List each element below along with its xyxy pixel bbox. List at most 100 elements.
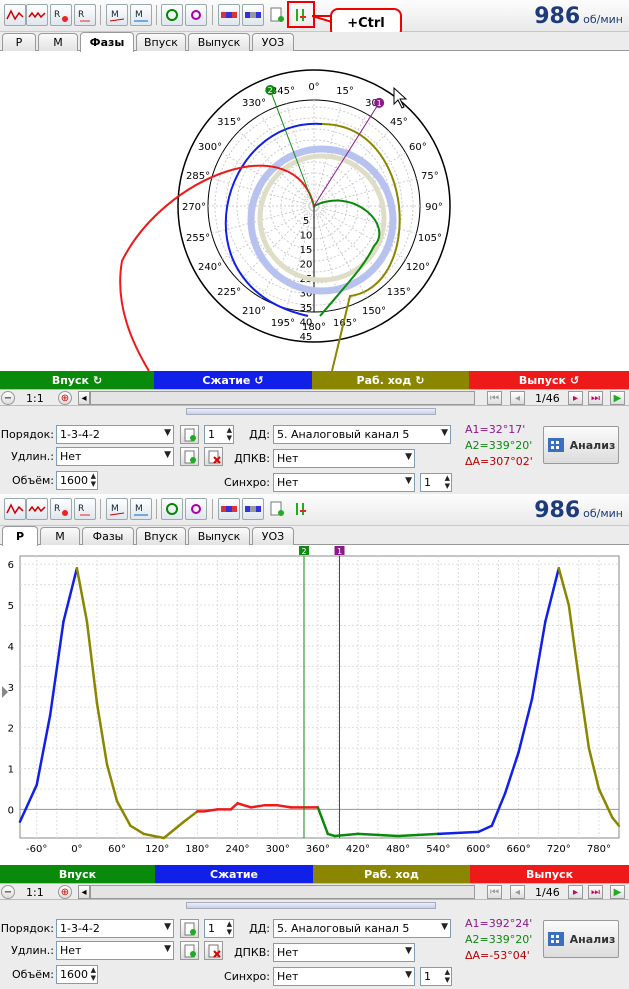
strip-b-icon[interactable] — [242, 498, 264, 520]
strip-icon[interactable] — [218, 4, 240, 26]
rx-small-icon[interactable]: R — [74, 4, 96, 26]
tab-phases[interactable]: Фазы — [80, 32, 134, 52]
y-tick-label: 6 — [8, 560, 14, 571]
m-icon[interactable]: M — [106, 4, 128, 26]
last-page-icon[interactable]: ⏭ — [588, 885, 603, 899]
rx-small-icon[interactable]: R — [74, 498, 96, 520]
add-doc-icon[interactable] — [180, 447, 199, 466]
scroll-left-icon[interactable]: ◂ — [78, 885, 90, 899]
extension-label: Удлин.: — [11, 450, 54, 463]
sync-count-spinner[interactable]: 1 ▲ ▼ — [420, 967, 452, 986]
dpkv-select[interactable]: Нет ▼ — [273, 943, 415, 962]
scroll-left-icon[interactable]: ◂ — [78, 391, 90, 405]
tab-uoz[interactable]: УОЗ — [252, 33, 294, 51]
order-count-spinner[interactable]: 1 ▲ ▼ — [204, 425, 234, 444]
oscillogram-icon[interactable] — [4, 498, 26, 520]
dpkv-select[interactable]: Нет ▼ — [273, 449, 415, 468]
volume-spinner[interactable]: 1600 ▲ ▼ — [56, 965, 98, 984]
rx-icon[interactable]: R — [50, 4, 72, 26]
prev-page-icon[interactable]: ◂ — [510, 885, 525, 899]
add-doc-icon[interactable] — [180, 941, 199, 960]
zoom-out-icon[interactable]: − — [1, 885, 15, 899]
m-line-icon[interactable]: M — [130, 498, 152, 520]
strip-icon[interactable] — [218, 498, 240, 520]
plot-frame — [19, 555, 620, 839]
tab-m[interactable]: M — [40, 527, 80, 545]
order-count-spinner[interactable]: 1 ▲ ▼ — [204, 919, 234, 938]
pressure-plot-area[interactable]: 0 1 2 3 4 5 6 -60° 0° 60° 120° 180° 240° 300° 360° 420°… — [0, 546, 629, 865]
first-page-icon[interactable]: ⏮ — [487, 391, 502, 405]
tab-uoz[interactable]: УОЗ — [252, 527, 294, 545]
pressure-segment — [333, 832, 360, 838]
splitter-handle[interactable] — [186, 902, 436, 909]
order-select[interactable]: 1-3-4-2 ▼ — [56, 425, 174, 444]
a1-readout: A1=392°24' — [465, 917, 533, 930]
zoom-in-icon[interactable]: ⊕ — [58, 391, 72, 405]
pressure-segment — [544, 567, 561, 623]
doc-check-icon[interactable] — [266, 498, 288, 520]
zoom-in-icon[interactable]: ⊕ — [58, 885, 72, 899]
m-line-icon[interactable]: M — [130, 4, 152, 26]
tab-intake[interactable]: Впуск — [136, 33, 186, 51]
play-icon[interactable]: ▶ — [610, 885, 625, 899]
probe-icon[interactable] — [161, 498, 183, 520]
amplitude-icon[interactable] — [26, 4, 48, 26]
pressure-segment — [356, 832, 400, 838]
doc-check-icon[interactable] — [266, 4, 288, 26]
polar-plot-area[interactable]: 0° 15° 30° 45° 60° 75° 90° 105° 120° 135° 150° 165°… — [0, 52, 629, 372]
sensor-icon[interactable] — [185, 498, 207, 520]
cursor-icon[interactable] — [290, 498, 312, 520]
horizontal-scrollbar[interactable] — [90, 391, 475, 405]
x-tick-label: 660° — [507, 844, 531, 855]
oscillogram-icon[interactable] — [4, 4, 26, 26]
strip-b-icon[interactable] — [242, 4, 264, 26]
stroke-intake: Впуск — [0, 865, 155, 883]
next-page-icon[interactable]: ▸ — [568, 885, 583, 899]
sync-select[interactable]: Нет ▼ — [273, 473, 415, 492]
tab-p[interactable]: P — [2, 33, 36, 51]
phase-panel: R R M M 986 об/мин +Ctrl P M Фазы Впуск В… — [0, 0, 629, 494]
analyze-button[interactable]: Анализ — [543, 920, 619, 958]
prev-page-icon[interactable]: ◂ — [510, 391, 525, 405]
add-doc-icon[interactable] — [180, 425, 199, 444]
x-tick-label: 420° — [346, 844, 370, 855]
next-page-icon[interactable]: ▸ — [568, 391, 583, 405]
dd-select[interactable]: 5. Аналоговый канал 5 ▼ — [273, 425, 451, 444]
extension-select[interactable]: Нет ▼ — [56, 941, 174, 960]
rpm-readout: 986 об/мин — [534, 498, 623, 523]
last-page-icon[interactable]: ⏭ — [588, 391, 603, 405]
play-icon[interactable]: ▶ — [610, 391, 625, 405]
tab-m[interactable]: M — [38, 33, 78, 51]
sync-count-spinner[interactable]: 1 ▲ ▼ — [420, 473, 452, 492]
volume-spinner[interactable]: 1600 ▲ ▼ — [56, 471, 98, 490]
extension-select[interactable]: Нет ▼ — [56, 447, 174, 466]
rotate-icon: ↺ — [569, 373, 580, 387]
delete-doc-icon[interactable] — [204, 447, 223, 466]
splitter-handle[interactable] — [186, 408, 436, 415]
pressure-segment — [597, 787, 614, 819]
cursor-icon[interactable] — [290, 4, 312, 26]
tab-exhaust[interactable]: Выпуск — [188, 33, 250, 51]
order-select[interactable]: 1-3-4-2 ▼ — [56, 919, 174, 938]
analyze-button[interactable]: Анализ — [543, 426, 619, 464]
tab-exhaust[interactable]: Выпуск — [188, 527, 250, 545]
power-band — [257, 153, 387, 283]
horizontal-scrollbar[interactable] — [90, 885, 475, 899]
tab-p[interactable]: P — [2, 526, 38, 546]
add-doc-icon[interactable] — [180, 919, 199, 938]
pressure-segment — [85, 620, 99, 705]
probe-icon[interactable] — [161, 4, 183, 26]
zoom-out-icon[interactable]: − — [1, 391, 15, 405]
radial-tick-label: 35 — [300, 303, 313, 314]
amplitude-icon[interactable] — [26, 498, 48, 520]
sensor-icon[interactable] — [185, 4, 207, 26]
m-icon[interactable]: M — [106, 498, 128, 520]
chevron-down-icon: ▼ — [441, 428, 448, 438]
tab-phases[interactable]: Фазы — [82, 527, 134, 545]
dd-select[interactable]: 5. Аналоговый канал 5 ▼ — [273, 919, 451, 938]
rx-icon[interactable]: R — [50, 498, 72, 520]
tab-intake[interactable]: Впуск — [136, 527, 186, 545]
sync-select[interactable]: Нет ▼ — [273, 967, 415, 986]
delete-doc-icon[interactable] — [204, 941, 223, 960]
first-page-icon[interactable]: ⏮ — [487, 885, 502, 899]
